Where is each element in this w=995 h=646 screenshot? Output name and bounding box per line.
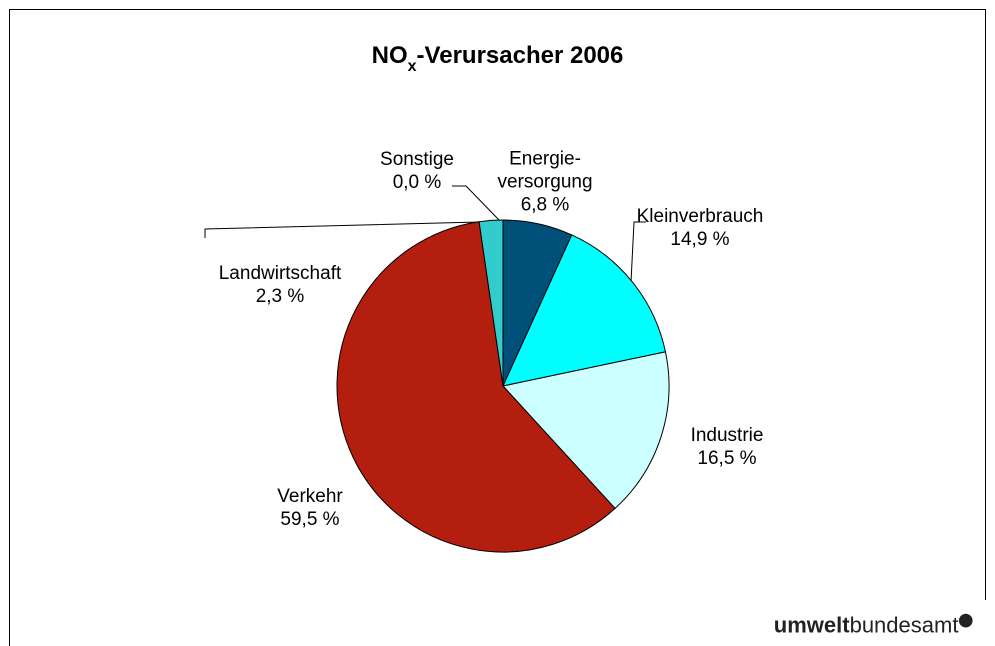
title-subscript: x [407, 58, 417, 75]
logo-bold: umwelt [773, 612, 850, 638]
category-label: Energie- versorgung [497, 148, 593, 193]
pie-slice [336, 221, 616, 553]
leader-lines [204, 185, 646, 283]
value-label: 0,0 % [392, 172, 442, 193]
title-part: -Verursacher 2006 [416, 42, 624, 69]
logo-text: bundesamt [849, 612, 959, 638]
pie-slice [502, 351, 670, 510]
value-label: 2,3 % [255, 286, 305, 307]
slice-label: Sonstige 0,0 % [380, 148, 454, 194]
pie [336, 219, 670, 553]
value-label: 16,5 % [697, 448, 757, 469]
logo: umweltbundesamt⬤ [774, 612, 973, 638]
slice-label: Industrie 16,5 % [691, 424, 764, 470]
slice-label: Landwirtschaft 2,3 % [219, 262, 342, 308]
title-part: NO [371, 42, 408, 69]
slice-label: Kleinverbrauch 14,9 % [637, 205, 764, 251]
category-label: Sonstige [380, 149, 454, 170]
category-label: Landwirtschaft [218, 263, 342, 284]
value-label: 59,5 % [280, 509, 340, 530]
category-label: Industrie [690, 425, 764, 446]
slice-label: Energie- versorgung 6,8 % [497, 148, 592, 217]
value-label: 14,9 % [670, 229, 730, 250]
category-label: Kleinverbrauch [636, 206, 764, 227]
chart-title: NOx-Verursacher 2006 [0, 42, 995, 76]
slice-label: Verkehr 59,5 % [277, 485, 342, 531]
logo-icon: ⬤ [958, 612, 973, 627]
frame [9, 9, 986, 646]
pie-slice [502, 234, 667, 387]
value-label: 6,8 % [520, 194, 570, 216]
category-label: Verkehr [277, 486, 343, 507]
